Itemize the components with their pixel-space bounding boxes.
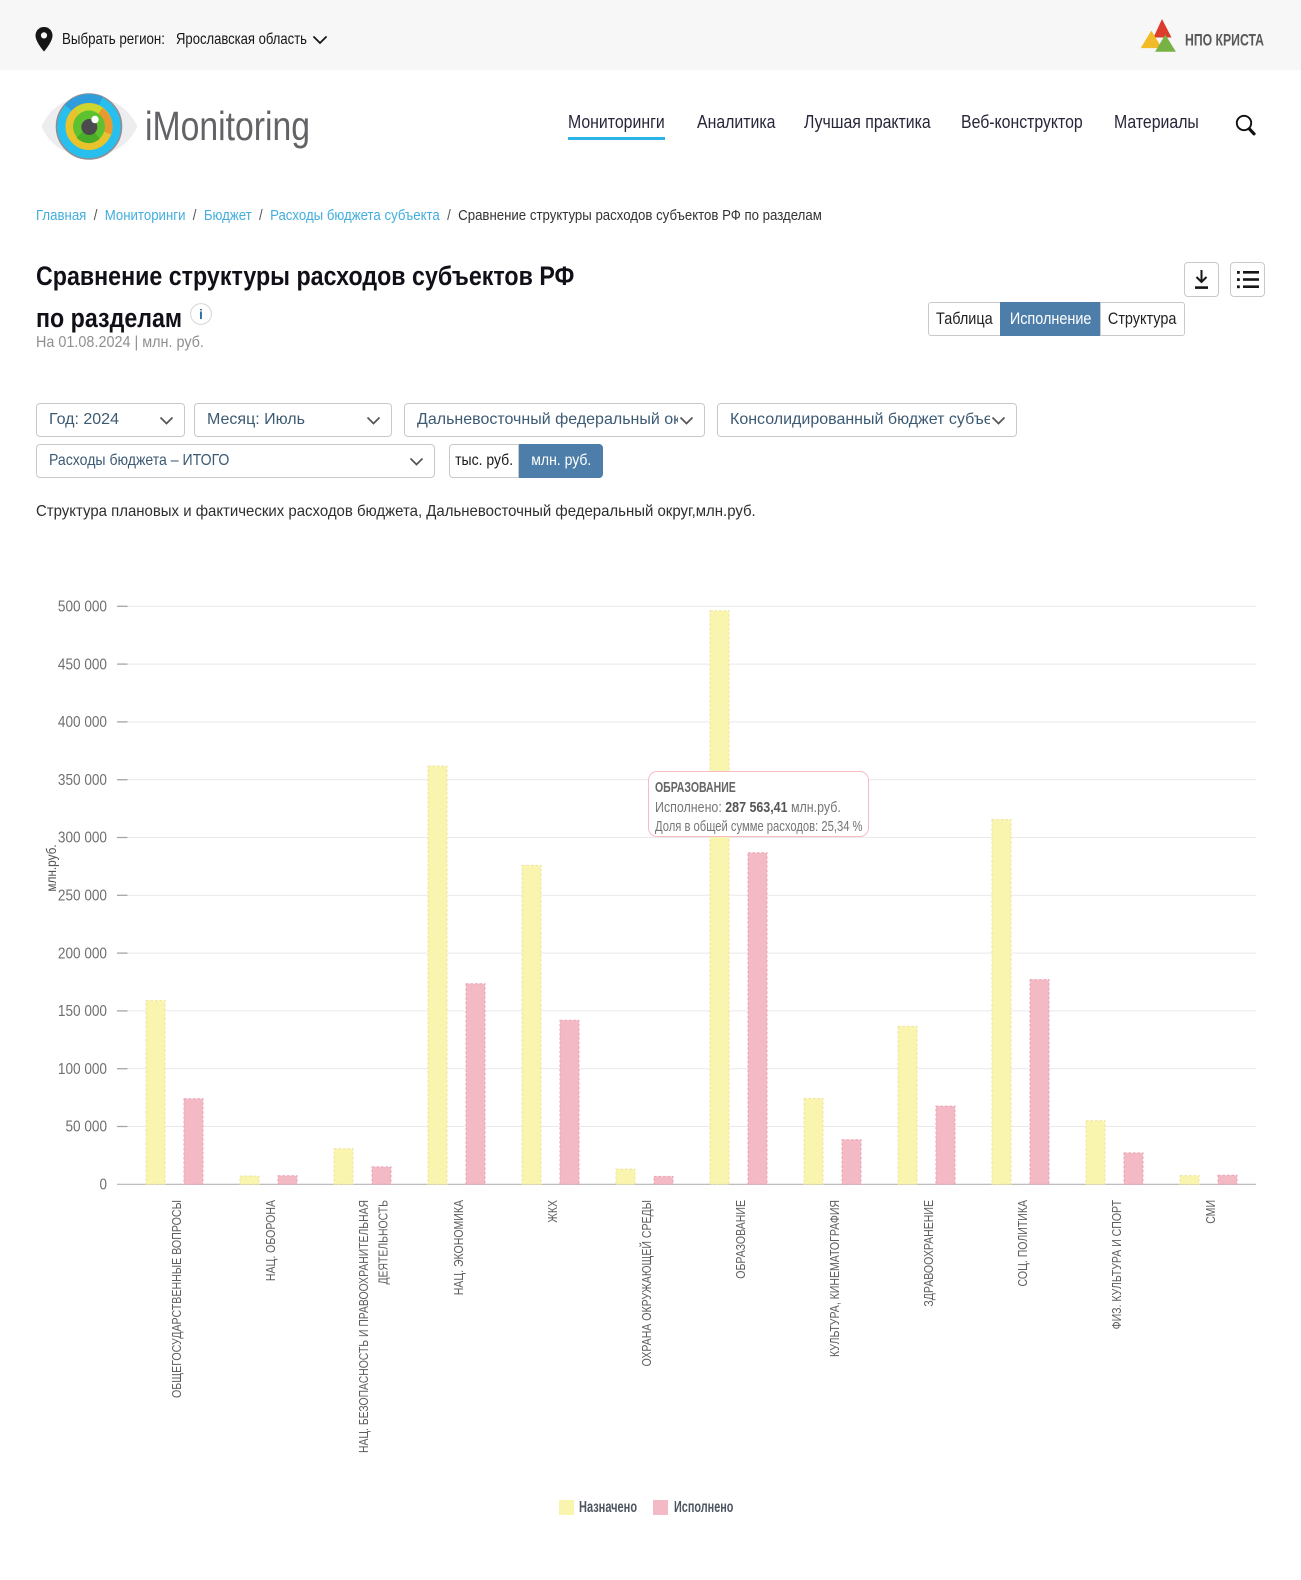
svg-text:ОБЩЕГОСУДАРСТВЕННЫЕ ВОПРОСЫ: ОБЩЕГОСУДАРСТВЕННЫЕ ВОПРОСЫ — [169, 1200, 184, 1398]
svg-text:200 000: 200 000 — [58, 945, 107, 962]
svg-text:ФИЗ. КУЛЬТУРА И СПОРТ: ФИЗ. КУЛЬТУРА И СПОРТ — [1109, 1200, 1124, 1329]
svg-text:ЗДРАВООХРАНЕНИЕ: ЗДРАВООХРАНЕНИЕ — [921, 1200, 936, 1307]
svg-text:НАЦ. БЕЗОПАСНОСТЬ И ПРАВООХРАН: НАЦ. БЕЗОПАСНОСТЬ И ПРАВООХРАНИТЕЛЬНАЯ — [356, 1200, 371, 1453]
svg-text:150 000: 150 000 — [58, 1003, 107, 1020]
svg-text:450 000: 450 000 — [58, 656, 107, 673]
svg-text:НПО КРИСТА: НПО КРИСТА — [1185, 32, 1264, 50]
svg-text:350 000: 350 000 — [58, 772, 107, 789]
svg-text:100 000: 100 000 — [58, 1061, 107, 1078]
svg-text:ОХРАНА ОКРУЖАЮЩЕЙ СРЕДЫ: ОХРАНА ОКРУЖАЮЩЕЙ СРЕДЫ — [639, 1200, 654, 1366]
svg-text:300 000: 300 000 — [58, 830, 107, 847]
svg-text:250 000: 250 000 — [58, 888, 107, 905]
svg-text:500 000: 500 000 — [58, 599, 107, 616]
svg-text:НАЦ. ОБОРОНА: НАЦ. ОБОРОНА — [263, 1200, 278, 1281]
svg-text:i: i — [199, 306, 203, 322]
svg-text:КУЛЬТУРА, КИНЕМАТОГРАФИЯ: КУЛЬТУРА, КИНЕМАТОГРАФИЯ — [827, 1200, 842, 1357]
svg-text:СМИ: СМИ — [1203, 1200, 1218, 1224]
svg-text:млн.руб.: млн.руб. — [44, 844, 59, 891]
svg-text:НАЦ. ЭКОНОМИКА: НАЦ. ЭКОНОМИКА — [451, 1200, 466, 1296]
svg-text:ДЕЯТЕЛЬНОСТЬ: ДЕЯТЕЛЬНОСТЬ — [376, 1200, 391, 1285]
svg-text:50 000: 50 000 — [66, 1119, 108, 1136]
svg-text:400 000: 400 000 — [58, 714, 107, 731]
svg-text:ЖКХ: ЖКХ — [545, 1200, 560, 1223]
svg-text:0: 0 — [100, 1177, 108, 1194]
svg-text:ОБРАЗОВАНИЕ: ОБРАЗОВАНИЕ — [733, 1200, 748, 1279]
svg-text:СОЦ. ПОЛИТИКА: СОЦ. ПОЛИТИКА — [1015, 1200, 1030, 1287]
